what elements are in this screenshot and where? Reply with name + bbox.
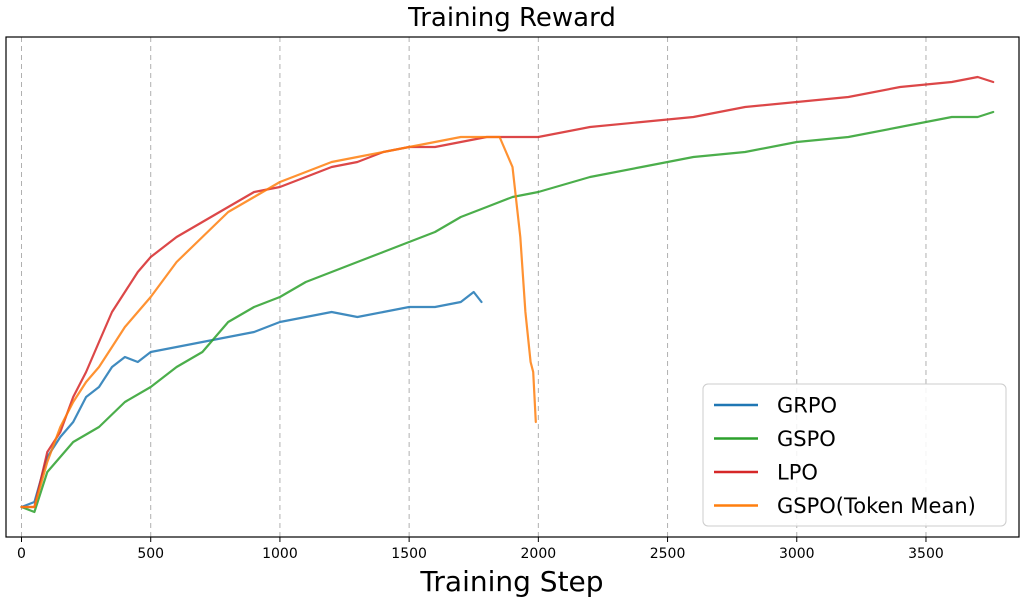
- x-tick-label: 2500: [650, 546, 686, 562]
- series-line-gspo: [20, 110, 995, 514]
- plot-frame: [5, 36, 1020, 538]
- legend-box: [702, 383, 1007, 527]
- chart-title: Training Reward: [407, 3, 616, 33]
- series-line-lpo: [20, 75, 995, 509]
- x-tick-label: 500: [137, 546, 164, 562]
- series-lines: [20, 75, 995, 514]
- legend-label: GRPO: [777, 394, 837, 418]
- x-tick-label: 1500: [391, 546, 427, 562]
- x-tick-label: 2000: [521, 546, 557, 562]
- x-tick-label: 3500: [908, 546, 944, 562]
- legend-label: GSPO(Token Mean): [777, 494, 976, 518]
- legend: GRPO GSPO LPO GSPO(Token Mean): [702, 383, 1007, 527]
- x-axis-label: Training Step: [419, 565, 603, 598]
- x-tick-label: 3000: [779, 546, 815, 562]
- legend-label: GSPO: [777, 427, 836, 451]
- x-tick-label: 0: [17, 546, 26, 562]
- legend-label: LPO: [777, 461, 818, 485]
- x-axis-ticks: 0 500 1000 1500 2000 2500 3000 3500: [17, 537, 944, 562]
- series-line-gspo-token-mean: [20, 135, 537, 509]
- x-tick-label: 1000: [262, 546, 298, 562]
- series-line-grpo: [20, 290, 483, 509]
